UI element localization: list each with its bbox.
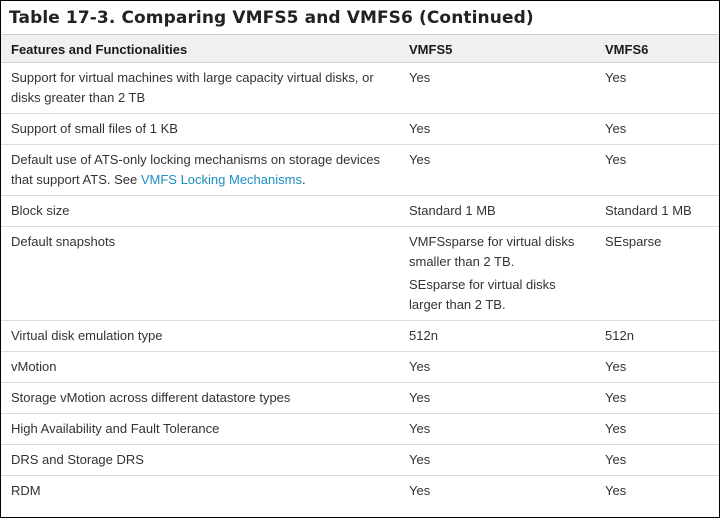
- header-vmfs6: VMFS6: [595, 34, 719, 63]
- table-row: Default snapshots VMFSsparse for virtual…: [1, 226, 719, 321]
- feature-cell: Default use of ATS-only locking mechanis…: [1, 144, 399, 196]
- feature-cell: High Availability and Fault Tolerance: [1, 413, 399, 445]
- table-row: High Availability and Fault Tolerance Ye…: [1, 413, 719, 445]
- feature-cell: Support of small files of 1 KB: [1, 113, 399, 145]
- table-row: Support of small files of 1 KB Yes Yes: [1, 113, 719, 145]
- header-vmfs5: VMFS5: [399, 34, 595, 63]
- vmfs6-cell: Yes: [595, 144, 719, 196]
- table-row: RDM Yes Yes: [1, 476, 719, 507]
- vmfs6-cell: Yes: [595, 351, 719, 383]
- table-header-row: Features and Functionalities VMFS5 VMFS6: [1, 34, 719, 63]
- vmfs5-cell: Yes: [399, 351, 595, 383]
- table-row: Storage vMotion across different datasto…: [1, 382, 719, 414]
- feature-suffix: .: [301, 172, 306, 187]
- vmfs5-paragraph: VMFSsparse for virtual disks smaller tha…: [409, 234, 575, 269]
- feature-text: Default use of ATS-only locking mechanis…: [11, 152, 380, 187]
- vmfs5-cell: Yes: [399, 113, 595, 145]
- vmfs6-cell: Yes: [595, 444, 719, 476]
- vmfs5-cell: 512n: [399, 320, 595, 352]
- vmfs5-cell: Yes: [399, 62, 595, 114]
- table-row: Virtual disk emulation type 512n 512n: [1, 320, 719, 352]
- vmfs5-paragraph: SEsparse for virtual disks larger than 2…: [409, 277, 556, 312]
- feature-cell: Virtual disk emulation type: [1, 320, 399, 352]
- table-row: vMotion Yes Yes: [1, 351, 719, 383]
- feature-cell: Support for virtual machines with large …: [1, 62, 399, 114]
- vmfs5-cell: Yes: [399, 444, 595, 476]
- vmfs5-cell: Yes: [409, 483, 431, 498]
- vmfs6-cell: Yes: [595, 113, 719, 145]
- vmfs6-cell: SEsparse: [595, 226, 719, 321]
- feature-cell: Storage vMotion across different datasto…: [1, 382, 399, 414]
- vmfs6-cell: Yes: [595, 413, 719, 445]
- feature-cell: vMotion: [1, 351, 399, 383]
- vmfs5-cell: Standard 1 MB: [399, 195, 595, 227]
- vmfs-locking-mechanisms-link[interactable]: VMFS Locking Mechanisms: [140, 172, 302, 187]
- table-row: DRS and Storage DRS Yes Yes: [1, 444, 719, 476]
- vmfs6-cell: Yes: [595, 62, 719, 114]
- vmfs6-cell: Yes: [595, 382, 719, 414]
- header-features: Features and Functionalities: [1, 34, 399, 63]
- vmfs6-cell: Yes: [605, 483, 627, 498]
- feature-cell: DRS and Storage DRS: [1, 444, 399, 476]
- table-row: Block size Standard 1 MB Standard 1 MB: [1, 195, 719, 227]
- vmfs6-cell: Standard 1 MB: [595, 195, 719, 227]
- comparison-table: Features and Functionalities VMFS5 VMFS6…: [1, 34, 719, 506]
- vmfs5-cell: Yes: [399, 144, 595, 196]
- feature-cell: RDM: [11, 483, 41, 498]
- vmfs6-cell: 512n: [595, 320, 719, 352]
- vmfs5-cell: VMFSsparse for virtual disks smaller tha…: [399, 226, 595, 321]
- table-caption: Table 17-3. Comparing VMFS5 and VMFS6 (C…: [9, 7, 534, 28]
- table-row: Default use of ATS-only locking mechanis…: [1, 144, 719, 196]
- vmfs5-cell: Yes: [399, 413, 595, 445]
- vmfs5-cell: Yes: [399, 382, 595, 414]
- feature-cell: Block size: [1, 195, 399, 227]
- feature-cell: Default snapshots: [1, 226, 399, 321]
- table-row: Support for virtual machines with large …: [1, 62, 719, 114]
